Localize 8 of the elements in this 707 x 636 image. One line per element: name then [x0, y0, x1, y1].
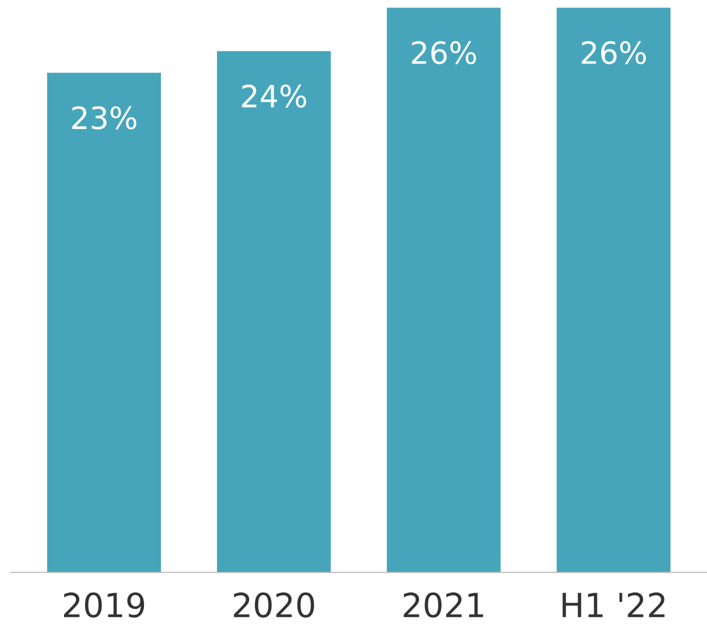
data-label: 26%	[582, 41, 646, 64]
x-tick-label: 2019	[64, 592, 144, 618]
data-label: 23%	[72, 106, 136, 130]
x-tick-label: 2021	[404, 592, 484, 618]
data-label: 24%	[242, 84, 306, 108]
x-tick-label: H1 '22	[562, 592, 664, 618]
data-label: 26%	[412, 41, 476, 64]
x-tick-label: 2020	[234, 592, 314, 618]
